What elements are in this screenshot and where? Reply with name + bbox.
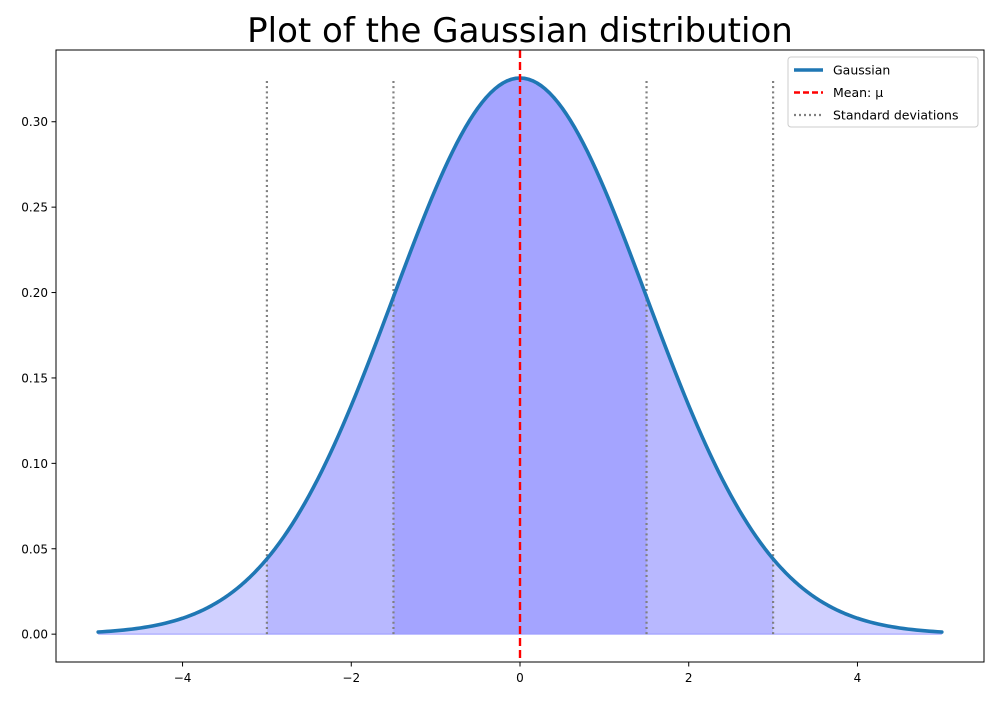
y-tick-label: 0.25 (21, 201, 48, 215)
y-tick-label: 0.30 (21, 115, 48, 129)
plot-area (96, 50, 944, 662)
y-tick-label: 0.05 (21, 542, 48, 556)
chart-title: Plot of the Gaussian distribution (247, 11, 793, 51)
x-tick-label: −2 (342, 671, 360, 685)
legend-label: Mean: μ (833, 85, 883, 100)
axes: −4 −2 0 2 4 0.00 0.05 0.10 0.15 0.20 0.25 0.30 (21, 49, 985, 685)
x-tick-label: −4 (174, 671, 192, 685)
y-tick-label: 0.10 (21, 457, 48, 471)
y-tick-label: 0.20 (21, 286, 48, 300)
legend-label: Standard deviations (833, 108, 958, 123)
y-tick-label: 0.00 (21, 628, 48, 642)
x-tick-label: 2 (685, 671, 693, 685)
x-tick-label: 4 (854, 671, 862, 685)
legend-label: Gaussian (833, 63, 890, 78)
legend-box (787, 56, 979, 128)
legend: Gaussian Mean: μ Standard deviations (787, 56, 979, 128)
y-tick-label: 0.15 (21, 371, 48, 385)
x-tick-label: 0 (516, 671, 524, 685)
